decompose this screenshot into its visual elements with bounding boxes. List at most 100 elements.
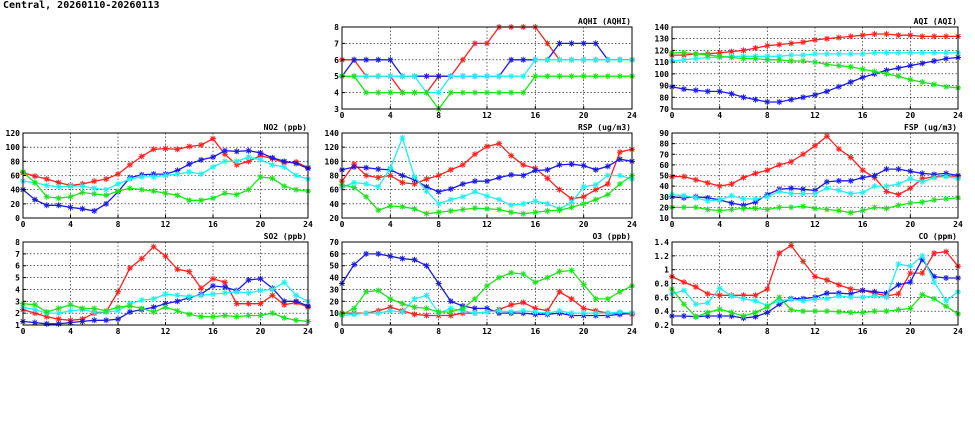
data-point — [931, 250, 938, 257]
data-point — [883, 67, 890, 74]
data-point — [79, 318, 86, 325]
data-point — [55, 320, 62, 327]
y-tick-label: 90 — [659, 82, 669, 91]
data-point — [895, 202, 902, 209]
data-point — [115, 171, 121, 178]
data-point — [387, 172, 394, 179]
data-point — [257, 275, 264, 282]
data-point — [508, 56, 515, 63]
data-point — [568, 204, 575, 211]
y-tick-label: 20 — [10, 200, 20, 209]
data-point — [835, 83, 842, 90]
data-point — [351, 179, 358, 186]
y-tick-label: 1 — [15, 321, 20, 330]
data-point — [871, 68, 878, 75]
data-point — [835, 62, 842, 69]
y-tick-label: 0 — [334, 321, 339, 330]
data-point — [375, 287, 382, 294]
data-point — [859, 50, 866, 57]
data-point — [871, 292, 878, 299]
x-tick-label: 8 — [765, 220, 770, 229]
data-point — [55, 202, 62, 209]
data-point — [162, 253, 169, 260]
data-point — [471, 310, 478, 317]
data-point — [604, 295, 611, 302]
data-point — [568, 56, 575, 63]
data-point — [776, 297, 783, 304]
data-point — [150, 146, 157, 153]
y-tick-label: 100 — [6, 143, 21, 152]
data-point — [363, 164, 370, 171]
data-point — [150, 173, 157, 180]
y-tick-label: 60 — [659, 161, 669, 170]
data-point — [150, 243, 157, 250]
data-point — [544, 73, 551, 80]
y-tick-label: 50 — [659, 172, 669, 181]
data-point — [788, 306, 795, 313]
x-tick-label: 16 — [858, 327, 868, 336]
data-point — [496, 89, 503, 96]
data-point — [592, 310, 599, 317]
data-point — [43, 313, 50, 320]
y-tick-label: 6 — [15, 262, 20, 271]
data-point — [752, 205, 759, 212]
data-point — [31, 310, 38, 317]
data-point — [520, 210, 527, 217]
data-point — [692, 55, 699, 62]
data-point — [704, 290, 711, 297]
x-tick-label: 20 — [579, 220, 589, 229]
y-tick-label: 8 — [334, 23, 339, 32]
y-tick-label: 30 — [329, 285, 339, 294]
data-point — [704, 313, 711, 320]
data-point — [435, 172, 442, 179]
data-point — [800, 57, 807, 64]
data-point — [788, 296, 795, 303]
data-point — [281, 183, 288, 190]
y-tick-label: 1.2 — [655, 252, 670, 261]
x-tick-label: 12 — [482, 327, 492, 336]
data-point — [269, 310, 276, 317]
data-point — [91, 207, 98, 214]
y-tick-label: 60 — [329, 186, 339, 195]
data-point — [883, 188, 890, 195]
data-point — [91, 185, 98, 192]
data-point — [907, 168, 914, 175]
data-point — [800, 151, 807, 158]
y-tick-label: 10 — [329, 309, 339, 318]
data-point — [221, 279, 228, 286]
data-point — [532, 279, 539, 286]
data-point — [800, 308, 807, 315]
data-point — [692, 194, 699, 201]
y-tick-label: 70 — [329, 238, 339, 247]
x-tick-label: 12 — [161, 327, 171, 336]
data-point — [704, 206, 711, 213]
data-point — [459, 305, 466, 312]
data-point — [800, 203, 807, 210]
data-point — [776, 53, 783, 60]
data-point — [556, 56, 563, 63]
data-point — [835, 187, 842, 194]
y-tick-label: 0.6 — [655, 293, 670, 302]
data-point — [363, 56, 370, 63]
data-point — [592, 40, 599, 47]
data-point — [520, 271, 527, 278]
data-point — [31, 306, 38, 313]
data-point — [411, 256, 418, 263]
data-point — [752, 309, 759, 316]
data-point — [616, 181, 623, 187]
chart-title: NO2 (ppb) — [264, 123, 307, 132]
data-point — [556, 288, 563, 295]
data-point — [221, 289, 228, 296]
data-point — [788, 57, 795, 64]
data-point — [752, 170, 759, 177]
data-point — [580, 200, 587, 207]
data-point — [859, 74, 866, 81]
data-point — [245, 289, 252, 296]
data-point — [895, 181, 902, 187]
data-point — [823, 277, 830, 284]
y-tick-label: 80 — [329, 172, 339, 181]
data-point — [604, 163, 611, 170]
x-tick-label: 4 — [68, 220, 73, 229]
data-point — [210, 282, 216, 289]
data-point — [471, 151, 478, 158]
